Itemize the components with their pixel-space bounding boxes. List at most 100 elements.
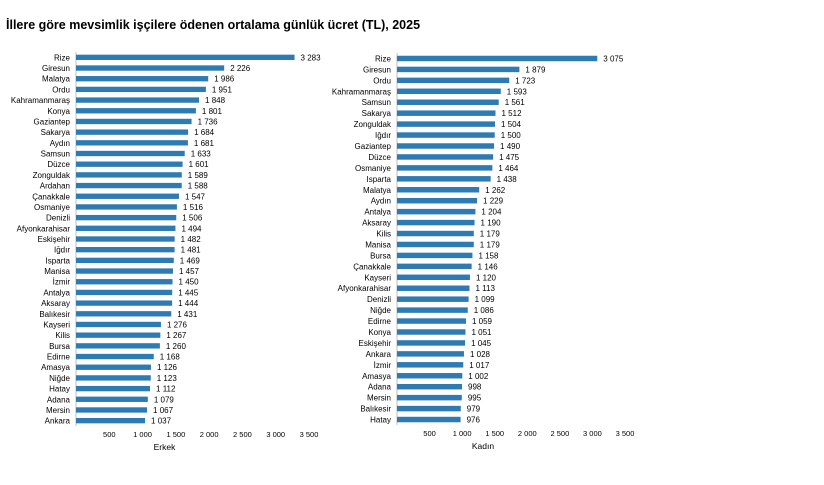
- kadin-bar: [397, 219, 475, 226]
- kadin-bar: [397, 99, 499, 105]
- erkek-bar: [76, 193, 179, 199]
- erkek-category-label: Kahramanmaraş: [11, 96, 70, 105]
- kadin-bar: [397, 416, 461, 423]
- kadin-value-label: 979: [467, 405, 481, 414]
- kadin-value-label: 1 179: [480, 240, 501, 249]
- kadin-value-label: 1 229: [483, 197, 504, 206]
- erkek-category-label: Balıkesir: [39, 310, 70, 319]
- kadin-bar: [397, 187, 480, 193]
- erkek-x-tick-label: 2 000: [200, 430, 219, 439]
- kadin-bar: [397, 405, 461, 412]
- erkek-category-label: Aydın: [50, 139, 70, 148]
- erkek-category-label: Bursa: [49, 342, 70, 351]
- kadin-bar: [397, 165, 493, 171]
- kadin-value-label: 1 086: [474, 306, 495, 315]
- erkek-value-label: 1 445: [178, 288, 199, 297]
- kadin-bar: [397, 176, 491, 182]
- erkek-value-label: 1 736: [198, 117, 219, 126]
- erkek-value-label: 1 481: [181, 246, 202, 255]
- erkek-value-label: 1 951: [212, 85, 233, 94]
- erkek-bar: [76, 108, 196, 114]
- erkek-category-label: Kayseri: [43, 320, 70, 329]
- erkek-value-label: 2 226: [230, 64, 251, 73]
- erkek-category-label: Ordu: [52, 85, 70, 94]
- kadin-bar: [397, 285, 470, 291]
- kadin-value-label: 1 262: [485, 186, 506, 195]
- erkek-value-label: 1 126: [157, 363, 178, 372]
- kadin-category-label: Adana: [368, 383, 392, 392]
- kadin-category-label: Samsun: [362, 98, 391, 107]
- kadin-value-label: 1 438: [497, 175, 518, 184]
- kadin-category-label: Amasya: [362, 372, 391, 381]
- kadin-bar: [397, 394, 462, 401]
- kadin-bar: [397, 296, 469, 302]
- kadin-value-label: 976: [467, 416, 481, 425]
- kadin-value-label: 1 879: [525, 65, 546, 74]
- kadin-category-label: Niğde: [370, 306, 391, 315]
- erkek-x-tick-label: 3 500: [300, 430, 319, 439]
- kadin-category-label: Düzce: [368, 153, 391, 162]
- erkek-bar: [76, 257, 174, 264]
- erkek-value-label: 1 457: [179, 267, 200, 276]
- kadin-bar: [397, 252, 473, 259]
- erkek-bar: [76, 204, 177, 210]
- kadin-bar: [397, 121, 495, 127]
- kadin-bar: [397, 241, 474, 248]
- kadin-category-label: Isparta: [367, 175, 392, 184]
- erkek-value-label: 1 516: [183, 203, 204, 212]
- kadin-value-label: 1 490: [500, 142, 521, 151]
- kadin-value-label: 1 179: [480, 230, 501, 239]
- kadin-category-label: Ordu: [373, 76, 391, 85]
- kadin-category-label: Ankara: [366, 350, 392, 359]
- erkek-category-label: Samsun: [41, 150, 70, 159]
- erkek-category-label: Niğde: [49, 374, 70, 383]
- kadin-category-label: Bursa: [370, 251, 391, 260]
- erkek-category-label: Düzce: [47, 160, 70, 169]
- kadin-value-label: 1 475: [499, 153, 520, 162]
- kadin-category-label: Giresun: [363, 65, 391, 74]
- erkek-category-label: Eskişehir: [38, 235, 71, 244]
- erkek-category-label: Aksaray: [41, 299, 70, 308]
- erkek-value-label: 1 168: [160, 353, 181, 362]
- erkek-value-label: 1 037: [151, 417, 172, 426]
- kadin-bar: [397, 77, 510, 84]
- erkek-category-label: Antalya: [43, 288, 70, 297]
- erkek-category-label: Malatya: [42, 75, 71, 84]
- erkek-category-label: Ankara: [45, 417, 71, 426]
- erkek-bar: [76, 172, 182, 178]
- erkek-x-tick-label: 500: [103, 430, 116, 439]
- kadin-category-label: Malatya: [363, 186, 392, 195]
- kadin-value-label: 1 504: [501, 120, 522, 129]
- erkek-category-label: Kilis: [55, 331, 70, 340]
- kadin-bar: [397, 154, 494, 160]
- kadin-value-label: 1 028: [470, 350, 491, 359]
- kadin-category-label: Hatay: [370, 416, 391, 425]
- erkek-category-label: Sakarya: [41, 128, 71, 137]
- kadin-bar: [397, 55, 598, 62]
- kadin-x-tick-label: 2 500: [550, 429, 569, 438]
- kadin-bar: [397, 110, 496, 116]
- kadin-category-label: İzmir: [374, 361, 392, 370]
- kadin-bar: [397, 351, 464, 357]
- kadin-value-label: 995: [468, 394, 482, 403]
- erkek-bar: [76, 279, 173, 285]
- kadin-category-label: Manisa: [365, 240, 391, 249]
- erkek-value-label: 1 601: [189, 160, 210, 169]
- erkek-category-label: Zonguldak: [33, 171, 71, 180]
- erkek-bar: [76, 65, 225, 71]
- erkek-value-label: 1 494: [181, 224, 202, 233]
- erkek-bar: [76, 236, 175, 242]
- erkek-bar: [76, 182, 182, 189]
- erkek-value-label: 1 588: [188, 182, 209, 191]
- kadin-value-label: 1 190: [481, 219, 502, 228]
- kadin-bar: [397, 274, 470, 281]
- erkek-x-axis-label: Erkek: [154, 442, 176, 452]
- kadin-category-label: Antalya: [364, 208, 391, 217]
- erkek-category-label: Iğdır: [54, 246, 70, 255]
- erkek-category-label: Denizli: [46, 214, 70, 223]
- erkek-bar: [76, 321, 161, 328]
- kadin-x-tick-label: 1 500: [485, 429, 504, 438]
- kadin-value-label: 1 464: [498, 164, 519, 173]
- erkek-value-label: 1 547: [185, 192, 206, 201]
- erkek-bar: [76, 289, 173, 296]
